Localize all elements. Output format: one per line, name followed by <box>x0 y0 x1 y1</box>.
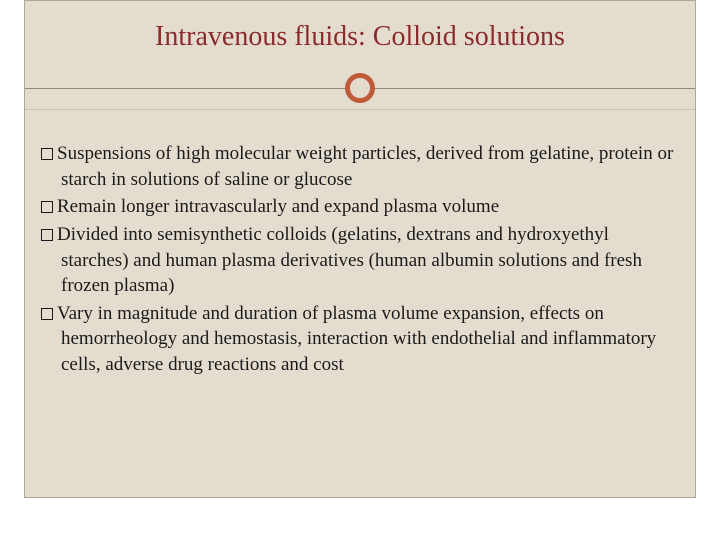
bullet-item: Suspensions of high molecular weight par… <box>41 141 681 192</box>
bullet-marker-icon <box>41 229 53 241</box>
secondary-divider <box>25 109 695 110</box>
accent-circle-icon <box>345 73 375 103</box>
body-content: Suspensions of high molecular weight par… <box>41 141 681 380</box>
bullet-item: Remain longer intravascularly and expand… <box>41 194 681 220</box>
bullet-marker-icon <box>41 201 53 213</box>
bullet-marker-icon <box>41 308 53 320</box>
bullet-text: Remain longer intravascularly and expand… <box>57 196 499 217</box>
content-panel: Intravenous fluids: Colloid solutions Su… <box>24 0 696 498</box>
slide-container: Intravenous fluids: Colloid solutions Su… <box>0 0 720 540</box>
bullet-item: Vary in magnitude and duration of plasma… <box>41 301 681 378</box>
bullet-item: Divided into semisynthetic colloids (gel… <box>41 222 681 299</box>
bullet-text: Suspensions of high molecular weight par… <box>57 143 673 190</box>
bullet-marker-icon <box>41 148 53 160</box>
slide-title: Intravenous fluids: Colloid solutions <box>25 21 695 53</box>
bullet-text: Vary in magnitude and duration of plasma… <box>57 303 656 375</box>
bullet-text: Divided into semisynthetic colloids (gel… <box>57 224 642 296</box>
